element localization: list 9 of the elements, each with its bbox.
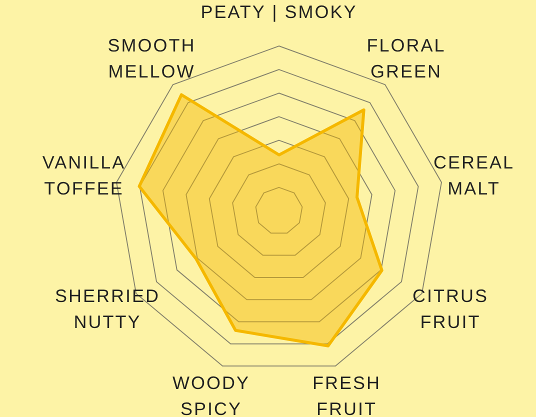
spoke-label: SMOOTH MELLOW xyxy=(108,35,196,82)
spoke-label: FLORAL GREEN xyxy=(366,35,446,82)
spoke-label: SHERRIED NUTTY xyxy=(55,286,160,332)
spoke-label: FRESH FRUIT xyxy=(312,372,381,417)
spoke-label: CITRUS FRUIT xyxy=(412,286,488,332)
spoke-label: VANILLA TOFFEE xyxy=(42,152,126,198)
spoke-label: CEREAL MALT xyxy=(433,152,515,198)
spoke-label: PEATY | SMOKY xyxy=(200,2,358,22)
spoke-label: WOODY SPICY xyxy=(172,372,250,417)
